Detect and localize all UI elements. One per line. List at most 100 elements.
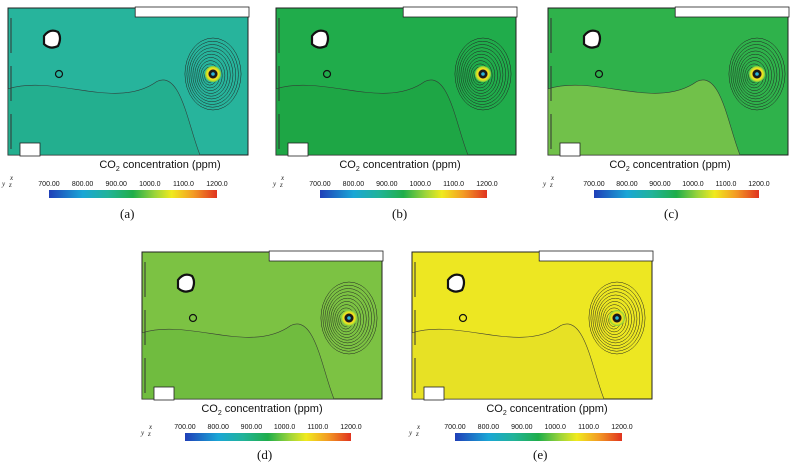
contour-ring xyxy=(458,44,506,105)
contour-ring xyxy=(728,37,786,111)
contour-ring xyxy=(190,47,234,102)
co2-contour-map xyxy=(547,6,790,157)
wall-notch xyxy=(134,6,250,18)
door-cutout xyxy=(559,142,581,157)
contour-ring xyxy=(600,301,630,338)
contour-ring xyxy=(194,53,228,97)
contour-region xyxy=(275,79,469,156)
panel-caption: (e) xyxy=(533,447,548,462)
contour-ring xyxy=(596,294,635,344)
wall-notch xyxy=(538,250,654,262)
occupant-figure xyxy=(446,273,466,293)
contour-ring xyxy=(330,297,364,341)
axes-triad: x y z xyxy=(2,174,14,189)
colorbar-ticks: 700.00 800.00 900.00 1000.0 1100.0 1200.… xyxy=(174,424,362,431)
contour-ring xyxy=(742,60,767,91)
contour-ring xyxy=(192,50,231,100)
contour-ring xyxy=(454,37,512,111)
contour-ring xyxy=(326,291,370,346)
contour-ring xyxy=(730,40,783,108)
co2-contour-map xyxy=(275,6,518,157)
occupant-figure xyxy=(176,273,196,293)
occupant-figure xyxy=(310,29,330,49)
colorbar xyxy=(320,190,487,198)
co2-contour-map xyxy=(411,250,654,401)
colorbar-title: CO2 concentration (ppm) xyxy=(486,403,608,418)
outlet-ring xyxy=(594,69,604,79)
panel-e: x y z CO2 concentration (ppm) 700.00 800… xyxy=(405,250,665,466)
contour-ring xyxy=(456,40,509,108)
panel-caption: (c) xyxy=(664,206,679,221)
contour-ring xyxy=(590,284,643,352)
co2-source-core xyxy=(615,316,619,320)
axes-triad: x y z xyxy=(409,423,421,438)
contour-region xyxy=(547,79,741,156)
colorbar-ticks: 700.00 800.00 900.00 1000.0 1100.0 1200.… xyxy=(583,181,770,188)
occupant-figure xyxy=(582,29,602,49)
contour-ring xyxy=(464,53,498,97)
colorbar-title: CO2 concentration (ppm) xyxy=(609,159,731,174)
colorbar xyxy=(49,190,217,198)
co2-source-core xyxy=(755,72,759,76)
contour-ring xyxy=(324,288,372,349)
occupant-figure xyxy=(42,29,62,49)
outlet-ring xyxy=(188,313,198,323)
panel-c: x y z CO2 concentration (ppm) 700.00 800… xyxy=(540,0,800,225)
contour-ring xyxy=(602,304,627,335)
contour-ring xyxy=(468,60,493,91)
door-cutout xyxy=(19,142,41,157)
contour-ring xyxy=(588,281,646,355)
outlet-ring xyxy=(322,69,332,79)
contour-ring xyxy=(592,288,640,349)
contour-region xyxy=(411,323,605,400)
contour-ring xyxy=(734,47,778,102)
co2-source-core xyxy=(211,72,215,76)
panel-caption: (b) xyxy=(392,206,408,221)
contour-region xyxy=(7,79,201,156)
contour-region xyxy=(141,323,335,400)
axes-triad: x y z xyxy=(273,174,285,189)
contour-ring xyxy=(594,291,638,346)
contour-ring xyxy=(328,294,367,344)
colorbar-ticks: 700.00 800.00 900.00 1000.0 1100.0 1200.… xyxy=(309,181,498,188)
contour-ring xyxy=(740,57,770,94)
axes-triad: x y z xyxy=(543,174,555,189)
contour-ring xyxy=(466,57,496,94)
contour-ring xyxy=(322,284,375,352)
colorbar-ticks: 700.00 800.00 900.00 1000.0 1100.0 1200.… xyxy=(444,424,633,431)
contour-ring xyxy=(738,53,772,97)
contour-ring xyxy=(598,297,632,341)
co2-contour-map xyxy=(7,6,250,157)
panel-d: x y z CO2 concentration (ppm) 700.00 800… xyxy=(137,250,397,466)
co2-source-core xyxy=(347,316,351,320)
contour-ring xyxy=(732,44,780,105)
wall-notch xyxy=(674,6,790,18)
colorbar xyxy=(455,433,622,441)
wall-notch xyxy=(268,250,384,262)
panel-a: x y z CO2 concentration (ppm) 700.00 800… xyxy=(0,0,260,225)
panel-caption: (d) xyxy=(257,447,273,462)
panel-b: x y z CO2 concentration (ppm) 700.00 800… xyxy=(270,0,530,225)
colorbar-title: CO2 concentration (ppm) xyxy=(339,159,461,174)
wall-notch xyxy=(402,6,518,18)
contour-ring xyxy=(320,281,378,355)
colorbar-title: CO2 concentration (ppm) xyxy=(201,403,323,418)
contour-ring xyxy=(736,50,775,100)
panel-caption: (a) xyxy=(120,206,135,221)
co2-source-core xyxy=(481,72,485,76)
co2-contour-map xyxy=(141,250,384,401)
door-cutout xyxy=(287,142,309,157)
colorbar-ticks: 700.00 800.00 900.00 1000.0 1100.0 1200.… xyxy=(38,181,228,188)
contour-ring xyxy=(184,37,242,111)
contour-ring xyxy=(196,57,226,94)
contour-ring xyxy=(334,304,359,335)
contour-ring xyxy=(198,60,223,91)
contour-ring xyxy=(462,50,501,100)
door-cutout xyxy=(153,386,175,401)
contour-ring xyxy=(332,301,362,338)
colorbar xyxy=(594,190,759,198)
axes-triad: x y z xyxy=(141,423,153,438)
contour-ring xyxy=(186,40,239,108)
contour-ring xyxy=(460,47,504,102)
colorbar-title: CO2 concentration (ppm) xyxy=(99,159,221,174)
